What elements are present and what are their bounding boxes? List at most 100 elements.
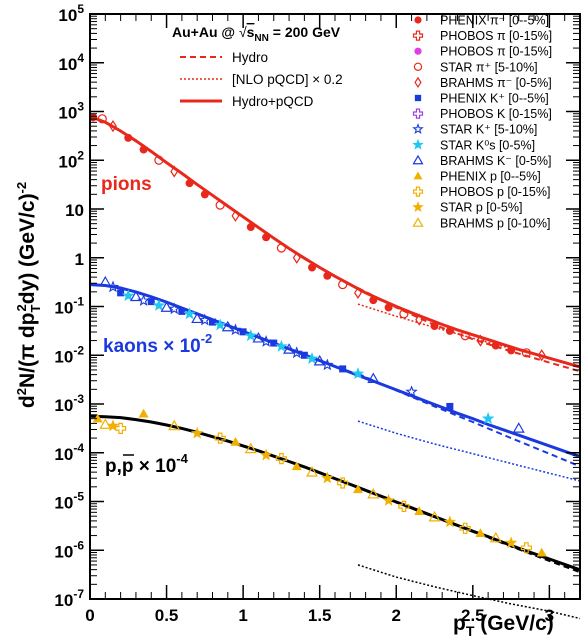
p,p̄-data-point <box>489 531 502 543</box>
pions-data-point <box>521 348 532 358</box>
kaons-data-point <box>305 352 319 364</box>
kaons-hydro_pqcd-curve <box>89 283 581 459</box>
data-legend-label: BRAHMS π⁻ [0-5%] <box>440 76 552 90</box>
kaons-data-point <box>129 290 142 302</box>
pions-data-point <box>415 313 424 326</box>
x-axis-label: pT (GeV/c) <box>453 612 554 639</box>
kaons-data-point <box>183 307 196 320</box>
pions-data-point <box>109 120 117 133</box>
p,p̄-data-point <box>382 493 395 506</box>
kaons-data-point <box>321 358 334 371</box>
y-tick-label: 10-5 <box>54 490 84 513</box>
kaons-data-point <box>160 301 173 312</box>
model-legend: Hydro [NLO pQCD] × 0.2 Hydro+pQCD <box>180 50 343 109</box>
data-legend-marker <box>414 16 422 24</box>
y-tick-label: 10-1 <box>54 295 84 318</box>
pions-data-point <box>97 114 107 124</box>
pions-data-point <box>139 145 148 154</box>
p,p̄-data-point <box>321 471 334 484</box>
data-legend-marker <box>412 138 424 150</box>
pions-data-point <box>354 286 362 299</box>
pions-data-point <box>246 223 255 232</box>
y-tick-label: 10 <box>65 201 84 220</box>
kaons-data-point <box>481 412 495 424</box>
data-legend-marker <box>413 62 423 72</box>
data-legend-marker <box>412 108 424 119</box>
kaons-data-point <box>270 339 278 347</box>
pions-data-point <box>262 233 271 242</box>
p,p̄-data-point <box>259 448 273 461</box>
model-legend-label: [NLO pQCD] × 0.2 <box>232 72 343 87</box>
pions-data-point <box>308 263 317 272</box>
kaons-data-point <box>239 328 247 336</box>
pions-data-point <box>369 296 378 305</box>
pions-data-point <box>154 155 164 165</box>
chart-title: Au+Au @ √sNN = 200 GeV <box>172 24 341 44</box>
pions-data-point <box>323 271 332 280</box>
y-axis-ticks: 10510410310210110-110-210-310-410-510-61… <box>54 2 580 610</box>
kaons-data-point <box>290 346 303 359</box>
data-legend-label: BRAHMS p [0-10%] <box>440 216 550 230</box>
x-tick-label: 2 <box>392 606 401 625</box>
p,p̄-data-point <box>352 484 363 494</box>
pions-label: pions <box>101 174 152 195</box>
pions-data-point <box>399 309 409 319</box>
pions-data-point <box>507 346 516 355</box>
kaons-data-point <box>106 280 120 293</box>
kaons-data-point <box>275 339 288 352</box>
data-legend-marker <box>414 76 422 89</box>
pions-data-point <box>276 243 287 253</box>
p,p̄-data-point <box>443 515 457 528</box>
kaons-data-point <box>209 318 216 326</box>
pions-data-point <box>476 334 485 347</box>
data-legend-label: PHENIX π⁻ [0--5%] <box>440 14 549 28</box>
y-axis-label: d2N/(π dpT2dy) (GeV/c)-2 <box>14 182 43 408</box>
y-tick-label: 10-7 <box>54 587 84 610</box>
p,p̄-data-point <box>214 432 226 444</box>
kaons-data-point <box>229 323 242 336</box>
y-tick-label: 10-2 <box>54 343 84 366</box>
p,p̄-data-point <box>115 422 127 434</box>
data-legend-label: BRAHMS K⁻ [0-5%] <box>440 154 552 168</box>
data-legend-marker <box>412 201 424 213</box>
x-tick-label: 2.5 <box>461 606 485 625</box>
pions-data-point <box>231 209 240 222</box>
kaons-nlo-curve <box>357 420 581 482</box>
p,p̄-data-point <box>428 510 441 522</box>
kaons-data-point <box>405 385 418 398</box>
data-legend-label: PHENIX K⁺ [0--5%] <box>440 92 549 106</box>
p,p̄-data-point <box>305 466 319 477</box>
kaons-data-point <box>339 365 347 373</box>
y-tick-label: 10-4 <box>54 441 84 464</box>
pions-data-point <box>460 331 470 341</box>
p,p̄-nlo-curve <box>357 564 581 620</box>
data-legend-marker <box>413 171 423 180</box>
kaons-data-point <box>168 302 181 315</box>
pions-data-point <box>430 322 439 330</box>
p,p̄-data-point <box>230 437 241 446</box>
data-legend-label: PHENIX p [0--5%] <box>440 170 541 184</box>
y-tick-label: 102 <box>58 148 84 171</box>
pions-data-point <box>491 341 500 350</box>
kaons-data-point <box>221 320 234 332</box>
kaons-data-point <box>367 372 380 383</box>
x-tick-label: 1 <box>238 606 247 625</box>
p,p̄-data-point <box>190 426 204 439</box>
data-legend-label: STAR K⁺ [5-10%] <box>440 123 537 137</box>
p,p̄-data-point <box>106 419 120 432</box>
x-tick-label: 0 <box>85 606 94 625</box>
data-legend: PHENIX π⁻ [0--5%]PHOBOS π [0-15%]PHOBOS … <box>412 14 552 230</box>
p,p̄-data-point <box>244 442 257 454</box>
p,p̄-data-point <box>138 408 149 418</box>
p,p̄-data-point <box>414 506 425 515</box>
kaons-data-point <box>152 298 166 311</box>
x-tick-label: 0.5 <box>155 606 179 625</box>
data-legend-marker <box>412 123 424 135</box>
p,p̄-data-point <box>475 528 486 537</box>
pions-data-point <box>338 279 348 290</box>
x-tick-label: 3 <box>545 606 554 625</box>
data-legend-label: STAR p [0-5%] <box>440 201 522 215</box>
kaons-data-point <box>244 329 257 342</box>
data-legend-marker <box>414 94 422 102</box>
